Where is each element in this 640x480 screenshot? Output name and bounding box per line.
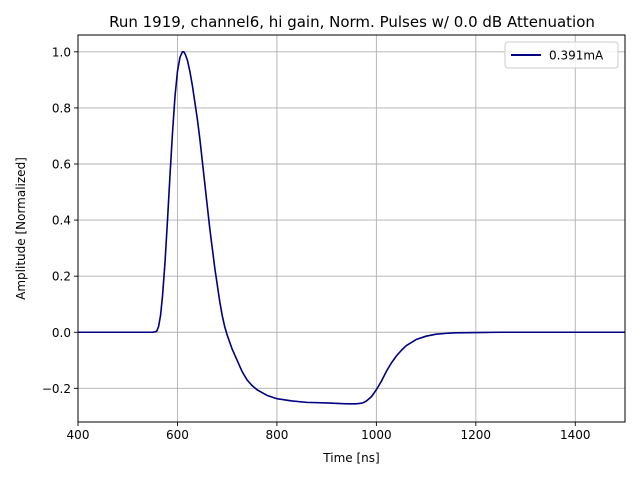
- series-line: [78, 51, 625, 405]
- y-tick-label: 0.8: [52, 101, 71, 115]
- y-tick-label: 0.2: [52, 270, 71, 284]
- series-layer: [78, 51, 625, 405]
- plot-frame: [77, 34, 626, 423]
- chart-title: Run 1919, channel6, hi gain, Norm. Pulse…: [109, 13, 595, 31]
- y-tick-label: 0.4: [52, 214, 71, 228]
- legend-label: 0.391mA: [549, 49, 604, 63]
- legend: 0.391mA: [504, 41, 619, 69]
- x-tick-label: 1400: [560, 428, 591, 442]
- y-tick-label: −0.2: [42, 382, 71, 396]
- y-tick-label: 0.0: [52, 326, 71, 340]
- x-tick-label: 600: [166, 428, 189, 442]
- legend-box: [504, 41, 619, 69]
- y-tick-label: 1.0: [52, 45, 71, 59]
- x-axis-label: Time [ns]: [322, 451, 379, 465]
- y-axis: −0.2 0.0 0.2 0.4 0.6 0.8 1.0: [42, 45, 78, 396]
- y-tick-label: 0.6: [52, 158, 71, 172]
- y-axis-label: Amplitude [Normalized]: [14, 157, 28, 300]
- x-tick-label: 400: [67, 428, 90, 442]
- x-axis: 400 600 800 1000 1200 1400: [67, 422, 591, 442]
- x-tick-label: 1000: [361, 428, 392, 442]
- x-tick-label: 1200: [461, 428, 492, 442]
- x-tick-label: 800: [265, 428, 288, 442]
